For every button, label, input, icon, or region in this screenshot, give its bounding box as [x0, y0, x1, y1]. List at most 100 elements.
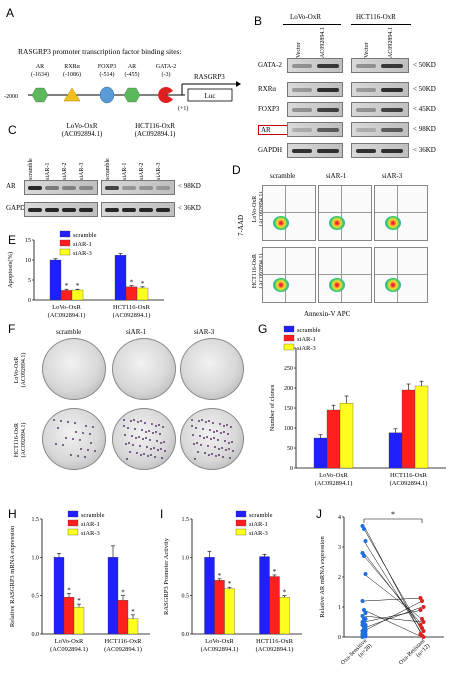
- legend-label: siAR-3: [73, 250, 92, 257]
- sensitive-point: [363, 626, 368, 630]
- b-band: [356, 128, 376, 132]
- b-blot-strip: [351, 102, 409, 117]
- colony-dot: [130, 420, 132, 422]
- resistant-point: [418, 623, 423, 627]
- flow-cytometry-plot: [374, 185, 428, 241]
- b-blot-strip: [287, 143, 343, 158]
- colony-dot: [137, 421, 139, 423]
- c-band: [28, 208, 42, 212]
- resistant-point: [421, 629, 426, 633]
- c-blot-strip: [101, 180, 175, 195]
- legend-label: siAR-1: [73, 241, 92, 248]
- b-lane-label: Vector: [296, 42, 302, 58]
- colony-dot: [147, 455, 149, 457]
- sensitive-point: [363, 539, 368, 543]
- colony-dot: [133, 419, 135, 421]
- c-band: [156, 186, 170, 190]
- legend-label: scramble: [249, 512, 273, 519]
- sensitive-point: [363, 617, 368, 621]
- y-tick-label: 1.5: [182, 517, 190, 523]
- flow-cytometry-plot: [318, 247, 372, 303]
- promoter-title: RASGRP3 promoter transcription factor bi…: [18, 47, 182, 56]
- y-tick-label: 0.0: [32, 632, 40, 638]
- c-size-label: < 36KD: [178, 204, 201, 212]
- colony-dot: [94, 450, 96, 452]
- legend-swatch: [235, 528, 247, 536]
- c-lane-label: siAR-1: [45, 162, 51, 180]
- y-tick-label: 5: [28, 278, 31, 284]
- colony-dot: [150, 448, 152, 450]
- d-ylabel: 7-AAD: [237, 215, 245, 236]
- quadrant-line: [263, 274, 315, 275]
- colony-dot: [77, 455, 79, 457]
- f-col-label: scramble: [56, 328, 82, 336]
- colony-dot: [218, 448, 220, 450]
- significance-star: *: [218, 572, 222, 580]
- b-size-label: < 45KD: [413, 105, 436, 113]
- significance-star: *: [76, 282, 80, 290]
- legend-swatch: [67, 528, 79, 536]
- sensitive-point: [360, 551, 365, 555]
- colony-dot: [200, 444, 202, 446]
- significance-star: *: [65, 282, 69, 290]
- colony-dot: [231, 441, 233, 443]
- colony-dot: [156, 440, 158, 442]
- bar-scramble: [53, 557, 65, 635]
- colony-dot: [230, 426, 232, 428]
- b-row-label: RXRα: [258, 85, 277, 93]
- chart-g: 050100150200250300LoVo-OxR(AC092894.1)HC…: [269, 325, 446, 487]
- x-tick-label-group: Oxa-Resistant(n=12): [398, 638, 431, 667]
- y-tick-label: 10: [25, 258, 31, 264]
- colony-dot: [140, 420, 142, 422]
- quadrant-line: [341, 248, 342, 302]
- colony-dot: [204, 452, 206, 454]
- c-lane-label: siAR-2: [62, 162, 68, 180]
- d-col-label: siAR-3: [382, 172, 403, 180]
- colony-dot: [164, 450, 166, 452]
- colony-dot: [162, 426, 164, 428]
- colony-dish: [42, 408, 106, 470]
- significance-star: *: [141, 280, 145, 288]
- colony-dot: [74, 422, 76, 424]
- quadrant-line: [319, 274, 371, 275]
- bar-siAR-1: [125, 286, 138, 301]
- colony-dish: [180, 338, 244, 400]
- colony-dot: [131, 435, 133, 437]
- panel-letter-g: G: [258, 322, 268, 336]
- panel-letter-h: H: [8, 507, 17, 521]
- quadrant-line: [341, 186, 342, 240]
- sensitive-point: [363, 572, 368, 576]
- site-name-label: AR: [36, 64, 44, 70]
- bar-siAR-3: [73, 607, 85, 635]
- colony-dot: [155, 425, 157, 427]
- colony-dot: [206, 436, 208, 438]
- resistant-point: [421, 620, 426, 624]
- colony-dot: [149, 439, 151, 441]
- promoter-start-label: -2000: [4, 94, 18, 100]
- significance-star: *: [391, 510, 395, 519]
- c-band: [139, 208, 153, 212]
- chart-h: 0.00.51.01.5LoVo-OxR(AC092894.1)HCT116-O…: [9, 510, 150, 653]
- colony-dot: [208, 454, 210, 456]
- x-tick-label: (AC092894.1): [315, 480, 353, 487]
- y-axis-label: RASGRP3 Promoter Activity: [163, 537, 170, 615]
- cell-population-blob: [385, 278, 401, 292]
- colony-dot: [197, 451, 199, 453]
- b-blot-strip: [287, 58, 343, 73]
- colony-dot: [225, 449, 227, 451]
- significance-star: *: [77, 597, 81, 605]
- y-tick-label: 100: [284, 426, 293, 432]
- bar-scramble: [313, 437, 328, 469]
- luc-label: Luc: [205, 92, 216, 100]
- legend-swatch: [59, 239, 71, 247]
- colony-dot: [191, 425, 193, 427]
- x-tick-label: HCT116-OxR: [113, 304, 151, 311]
- foxp3-site-circle-icon: [99, 86, 115, 104]
- y-tick-label: 15: [25, 238, 31, 244]
- f-row-label-line2: (AC092894.1): [21, 422, 27, 458]
- panel-letter-j: J: [316, 507, 322, 521]
- colony-dot: [146, 446, 148, 448]
- quadrant-line: [397, 186, 398, 240]
- colony-dot: [70, 454, 72, 456]
- colony-dot: [141, 429, 143, 431]
